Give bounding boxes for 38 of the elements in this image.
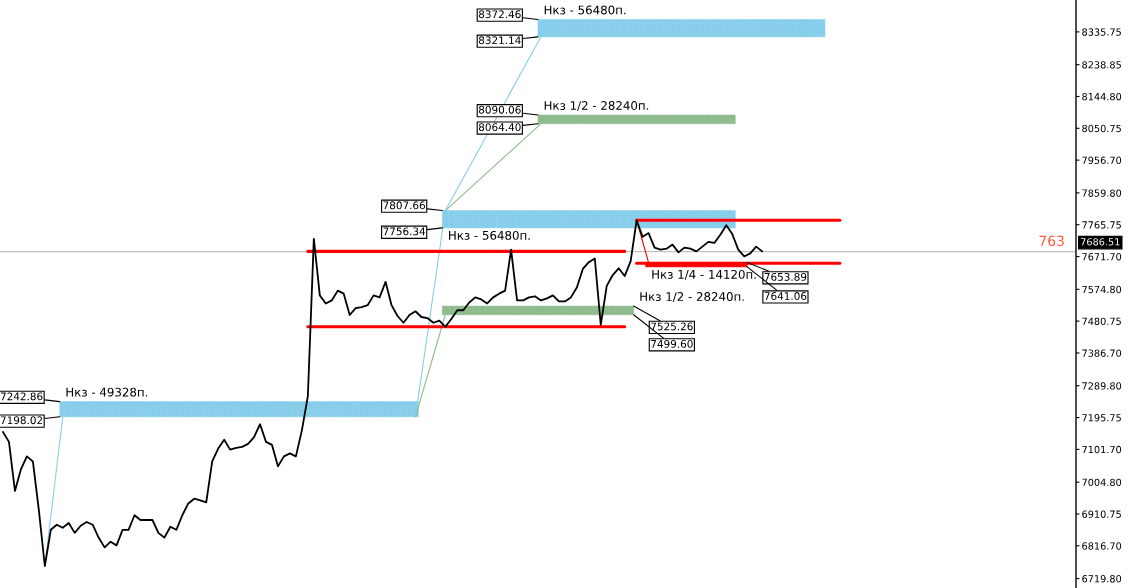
y-tick-label: 7765.75 xyxy=(1082,221,1121,229)
series-label: Нкз - 56480п. xyxy=(449,230,530,240)
y-tick-label: 7101.70 xyxy=(1082,445,1122,454)
y-tick-label: 7480.75 xyxy=(1082,317,1121,325)
annotation: 7653.89 xyxy=(764,272,807,281)
y-tick-label: 8238.85 xyxy=(1082,61,1121,69)
ref-line-label: 7686.51 xyxy=(1080,238,1120,246)
y-tick-label: 7574.80 xyxy=(1082,285,1122,294)
series-label: Нкз 1/4 - 14120п. xyxy=(652,269,756,280)
annotation: 7641.06 xyxy=(764,292,807,300)
y-tick-label: 8144.80 xyxy=(1082,92,1122,101)
y-tick-label: 7956.70 xyxy=(1082,156,1122,164)
annotation: 7198.02 xyxy=(0,416,43,425)
y-tick-label: 7386.70 xyxy=(1082,349,1122,357)
series-label: Нкз 1/2 - 28240п. xyxy=(640,292,744,302)
series-label: Нкз 1/2 - 28240п. xyxy=(544,101,649,111)
y-tick-label: 7671.70 xyxy=(1082,253,1122,261)
annotation: 8090.06 xyxy=(478,105,521,114)
y-tick-label: 7004.80 xyxy=(1082,478,1122,487)
annotation: 8321.14 xyxy=(478,36,521,45)
y-tick-label: 7195.75 xyxy=(1082,414,1121,422)
annotation: 7807.66 xyxy=(383,201,426,210)
y-tick-label: 8050.75 xyxy=(1082,124,1121,133)
y-tick-label: 6816.70 xyxy=(1082,542,1122,550)
annotation: 7525.26 xyxy=(651,322,693,331)
annotation: 8372.46 xyxy=(478,10,521,19)
y-tick-label: 6719.80 xyxy=(1082,575,1122,583)
y-tick-label: 8335.75 xyxy=(1082,28,1121,36)
annotation: 763 xyxy=(1039,235,1064,247)
series-label: Нкз - 56480п. xyxy=(544,5,626,15)
annotation: 8064.40 xyxy=(478,123,521,132)
annotation: 7756.34 xyxy=(383,227,426,236)
y-tick-label: 7289.80 xyxy=(1082,382,1122,390)
series-label: Нкз - 49328п. xyxy=(66,387,148,397)
y-tick-label: 7859.80 xyxy=(1082,189,1122,197)
annotation: 7242.86 xyxy=(0,392,43,401)
y-tick-label: 6910.75 xyxy=(1082,510,1121,518)
annotation: 7499.60 xyxy=(651,339,693,348)
